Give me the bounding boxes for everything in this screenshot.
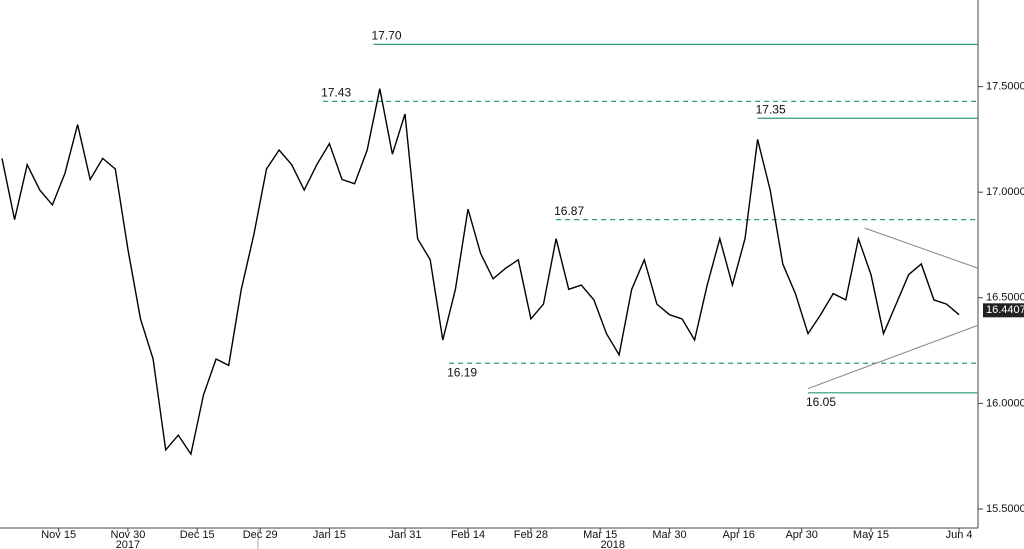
x-tick-label: Apr 16: [723, 529, 755, 541]
level-label: 17.70: [372, 29, 402, 43]
x-tick-label: Dec 29: [243, 529, 278, 541]
y-tick-label: 17.5000: [986, 80, 1024, 92]
year-label: 2018: [601, 539, 625, 549]
last-value-label: 16.4407: [986, 304, 1024, 316]
x-tick-label: Feb 14: [451, 529, 485, 541]
y-tick-label: 15.5000: [986, 503, 1024, 515]
x-tick-label: Jun 4: [946, 529, 973, 541]
x-tick-label: Nov 15: [41, 529, 76, 541]
x-tick-label: Mar 30: [652, 529, 686, 541]
x-tick-label: May 15: [853, 529, 889, 541]
price-line: [1, 88, 960, 456]
trendline: [807, 324, 979, 390]
level-label: 17.35: [756, 102, 786, 116]
x-tick-label: Nov 30: [111, 529, 146, 541]
level-label: 16.19: [447, 365, 477, 379]
x-tick-label: Feb 28: [514, 529, 548, 541]
x-tick-label: Jan 15: [313, 529, 346, 541]
x-tick-label: Apr 30: [785, 529, 817, 541]
x-tick-label: Jan 31: [388, 529, 421, 541]
x-tick-label: Dec 15: [180, 529, 215, 541]
y-tick-label: 16.0000: [986, 397, 1024, 409]
y-tick-label: 17.0000: [986, 186, 1024, 198]
trendline: [864, 227, 979, 269]
level-label: 17.43: [321, 86, 351, 100]
level-label: 16.05: [806, 395, 836, 409]
last-value-box: [983, 303, 1024, 318]
level-label: 16.87: [554, 204, 584, 218]
y-tick-label: 16.5000: [986, 292, 1024, 304]
year-label: 2017: [116, 539, 140, 549]
x-tick-label: Mar 15: [583, 529, 617, 541]
